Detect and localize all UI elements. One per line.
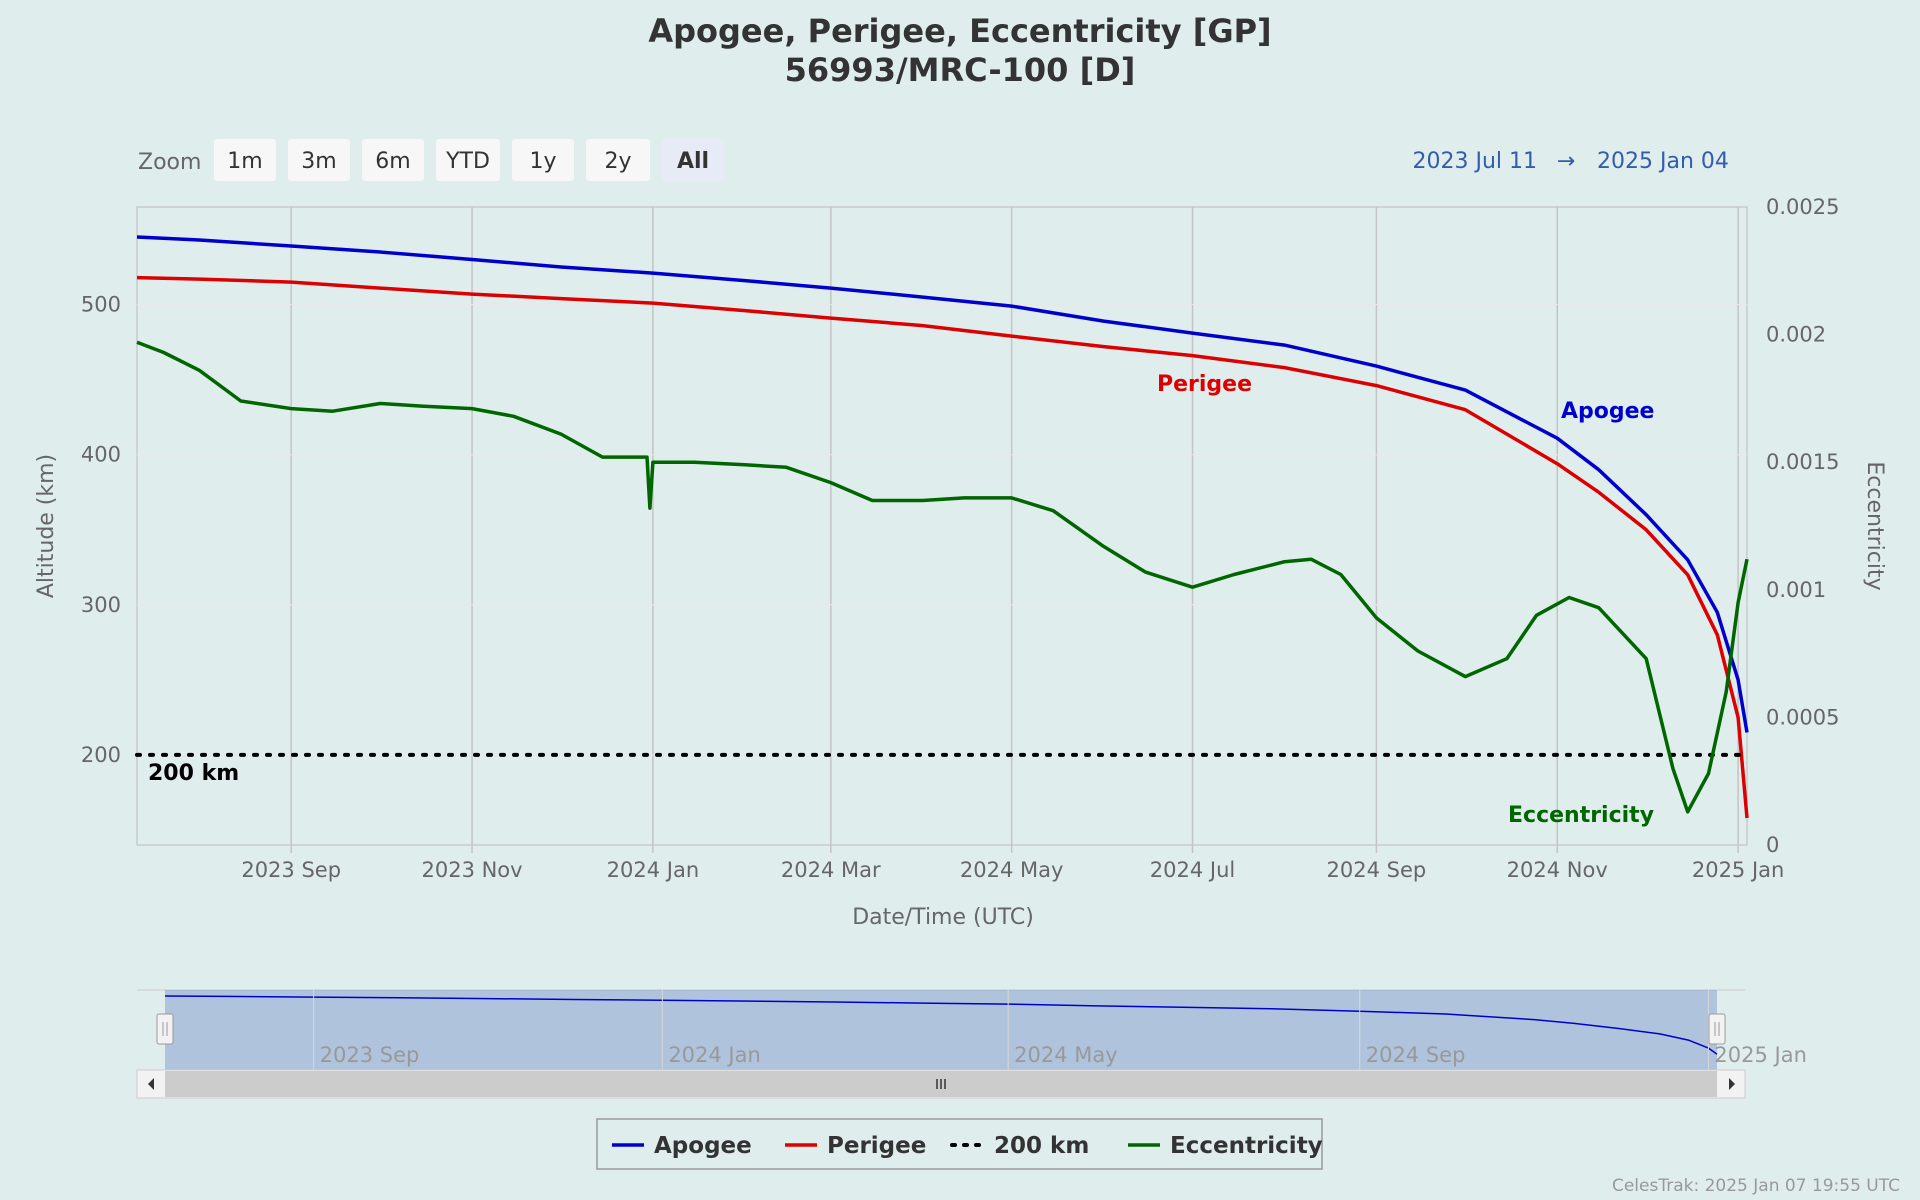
y-tick-label-right: 0: [1766, 833, 1779, 857]
navigator-tick-label: 2025 Jan: [1714, 1043, 1807, 1067]
x-tick-label: 2024 Mar: [781, 858, 881, 882]
series-label-perigee: Perigee: [1157, 372, 1252, 397]
y-tick-label-left: 500: [81, 293, 121, 317]
range-from-date[interactable]: 2023 Jul 11: [1412, 149, 1537, 174]
legend-label: Apogee: [654, 1133, 752, 1159]
zoom-button-all[interactable]: All: [662, 139, 724, 181]
zoom-button-label: YTD: [445, 149, 490, 174]
zoom-button-1y[interactable]: 1y: [512, 139, 574, 181]
legend-item-apogee[interactable]: Apogee: [612, 1133, 752, 1159]
legend-item-perigee[interactable]: Perigee: [785, 1133, 926, 1159]
credits[interactable]: CelesTrak: 2025 Jan 07 19:55 UTC: [1612, 1176, 1900, 1196]
scrollbar-left-arrow-icon[interactable]: [148, 1078, 154, 1090]
legend-item-200-km[interactable]: 200 km: [950, 1133, 1089, 1159]
scrollbar-right-arrow-icon[interactable]: [1729, 1078, 1735, 1090]
navigator-tick-label: 2024 Jan: [668, 1043, 761, 1067]
legend-label: Perigee: [827, 1133, 926, 1159]
series-label-200-km: 200 km: [148, 761, 239, 786]
axes-layer: 2023 Sep 2023 Nov 2024 Jan 2024 Mar 2024 May…: [81, 195, 1840, 882]
zoom-buttons: 1m 3m 6m YTD 1y 2y All: [214, 139, 724, 181]
navigator-handle-left[interactable]: [156, 1013, 174, 1045]
range-to-date[interactable]: 2025 Jan 04: [1597, 149, 1729, 174]
x-axis-title: Date/Time (UTC): [852, 905, 1034, 930]
series-line-perigee[interactable]: [136, 275, 1749, 819]
series-layer: [135, 235, 1749, 819]
x-tick-label: 2023 Nov: [421, 858, 522, 882]
navigator-tick-label: 2024 Sep: [1366, 1043, 1466, 1067]
plot-area-border: [136, 206, 1748, 846]
zoom-button-label: All: [677, 149, 709, 174]
zoom-button-3m[interactable]: 3m: [288, 139, 350, 181]
legend-box: [596, 1118, 1323, 1170]
navigator-series-line: [164, 995, 1718, 1055]
legend: Apogee Perigee 200 km Eccentricity: [596, 1118, 1323, 1170]
y-tick-label-right: 0.0025: [1766, 195, 1839, 219]
zoom-button-label: 1y: [529, 149, 556, 174]
y-tick-label-right: 0.0005: [1766, 705, 1839, 729]
range-arrow: →: [1557, 149, 1575, 174]
series-label-eccentricity: Eccentricity: [1508, 803, 1654, 828]
y-axis-title-right: Eccentricity: [1862, 461, 1887, 590]
navigator-scrollbar[interactable]: [136, 1069, 1746, 1099]
x-tick-label: 2024 May: [960, 858, 1064, 882]
x-tick-label: 2024 Jul: [1150, 858, 1235, 882]
zoom-button-6m[interactable]: 6m: [362, 139, 424, 181]
chart-title-line2: 56993/MRC-100 [D]: [785, 51, 1136, 89]
zoom-button-label: 1m: [227, 149, 262, 174]
zoom-button-ytd[interactable]: YTD: [436, 139, 500, 181]
y-axis-title-left: Altitude (km): [34, 454, 59, 598]
y-tick-label-left: 400: [81, 443, 121, 467]
navigator[interactable]: 2023 Sep 2024 Jan 2024 May 2024 Sep 2025 Jan: [136, 989, 1807, 1099]
x-tick-label: 2024 Jan: [607, 858, 700, 882]
y-tick-label-left: 300: [81, 593, 121, 617]
x-tick-label: 2024 Nov: [1507, 858, 1608, 882]
zoom-button-1m[interactable]: 1m: [214, 139, 276, 181]
series-labels-layer: Apogee Perigee Eccentricity 200 km: [148, 372, 1654, 828]
navigator-tick-label: 2024 May: [1014, 1043, 1118, 1067]
y-tick-label-left: 200: [81, 743, 121, 767]
legend-item-eccentricity[interactable]: Eccentricity: [1128, 1133, 1323, 1159]
x-tick-label: 2023 Sep: [241, 858, 341, 882]
legend-label: Eccentricity: [1170, 1133, 1323, 1159]
zoom-button-label: 3m: [301, 149, 336, 174]
zoom-label: Zoom: [138, 150, 201, 175]
x-tick-label: 2024 Sep: [1327, 858, 1427, 882]
navigator-handle-right[interactable]: [1708, 1013, 1726, 1045]
chart-title-line1: Apogee, Perigee, Eccentricity [GP]: [648, 12, 1271, 50]
series-line-eccentricity[interactable]: [136, 340, 1749, 814]
series-label-apogee: Apogee: [1561, 399, 1654, 424]
y-tick-label-right: 0.002: [1766, 323, 1826, 347]
grid: [137, 207, 1747, 845]
x-tick-label: 2025 Jan: [1692, 858, 1785, 882]
zoom-button-2y[interactable]: 2y: [586, 139, 650, 181]
legend-label: 200 km: [994, 1133, 1089, 1159]
zoom-button-label: 2y: [604, 149, 631, 174]
y-tick-label-right: 0.0015: [1766, 450, 1839, 474]
y-tick-label-right: 0.001: [1766, 578, 1826, 602]
zoom-button-label: 6m: [375, 149, 410, 174]
navigator-tick-label: 2023 Sep: [320, 1043, 420, 1067]
series-line-apogee[interactable]: [136, 235, 1749, 733]
